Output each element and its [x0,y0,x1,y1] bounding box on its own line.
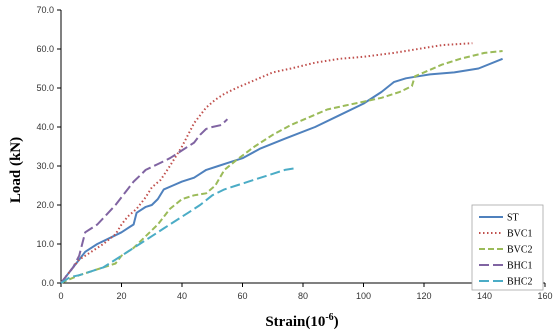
x-tick-label: 160 [537,291,552,301]
legend-box [471,204,544,291]
x-tick-label: 120 [416,291,431,301]
series-line-bhc2 [60,166,298,284]
series-line-bvc1 [60,42,473,284]
series-line-st [60,57,503,284]
x-axis-ticks: 0 20 40 60 80 100 120 140 160 [58,283,553,301]
x-tick-label: 80 [298,291,308,301]
legend-label-bvc2: BVC2 [507,245,533,256]
x-axis-title-main: Strain(10 [265,314,325,330]
series-group [60,42,503,284]
legend: ST BVC1 BVC2 BHC1 BHC2 [471,204,544,291]
y-tick-label: 20.0 [36,200,54,210]
legend-items: ST BVC1 BVC2 BHC1 BHC2 [479,213,533,288]
x-tick-label: 60 [237,291,247,301]
y-tick-label: 30.0 [36,161,54,171]
y-axis-title: Load (kN) [8,137,24,203]
y-tick-label: 10.0 [36,239,54,249]
legend-label-bhc2: BHC2 [507,277,533,288]
y-tick-label: 70.0 [36,5,54,15]
legend-label-bvc1: BVC1 [507,229,533,240]
series-line-bvc2 [60,50,503,284]
x-tick-label: 20 [116,291,126,301]
x-axis-title-superscript: -6 [325,312,333,323]
x-tick-label: 140 [477,291,492,301]
x-tick-label: 40 [177,291,187,301]
legend-label-st: ST [507,213,519,224]
x-tick-label: 100 [356,291,371,301]
y-tick-label: 60.0 [36,44,54,54]
legend-label-bhc1: BHC1 [507,261,533,272]
y-axis-ticks: 0.0 10.0 20.0 30.0 40.0 50.0 60.0 70.0 [36,5,61,288]
x-axis-title: Strain(10-6) [265,312,338,330]
series-line-bhc1 [60,118,229,284]
y-tick-label: 40.0 [36,122,54,132]
x-tick-label: 0 [58,291,63,301]
x-axis-title-end: ) [334,314,339,330]
y-tick-label: 0.0 [41,278,54,288]
y-tick-label: 50.0 [36,83,54,93]
